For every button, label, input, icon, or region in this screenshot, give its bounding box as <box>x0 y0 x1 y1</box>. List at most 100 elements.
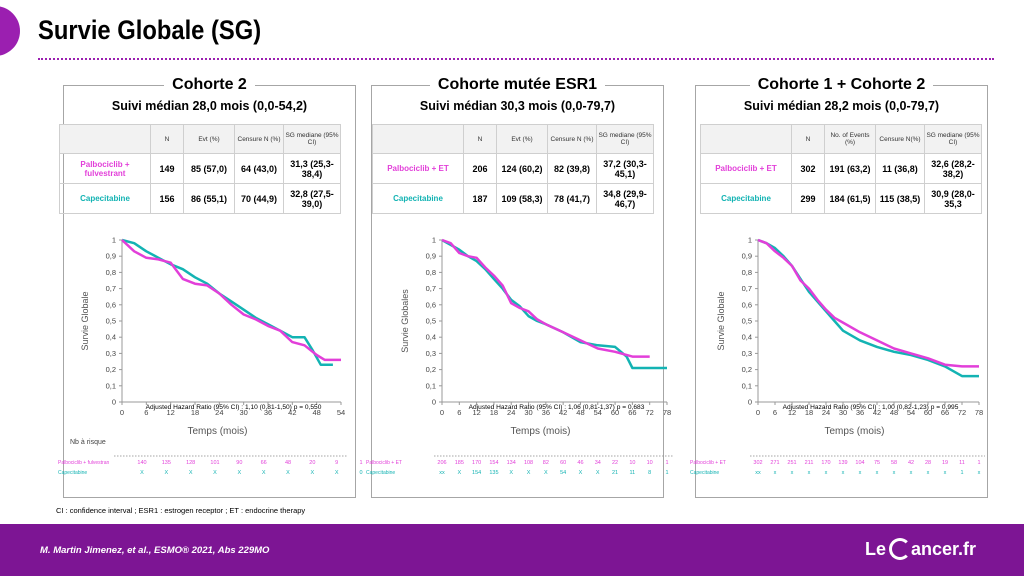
x-tick-label: 60 <box>611 408 619 417</box>
risk-count-capecitabine: 8 <box>648 470 652 476</box>
km-chart: 0 0,1 0,2 0,3 0,4 0,5 0,6 0,7 0,8 0,9 1 0 6 12 18 24 30 3… <box>80 236 347 457</box>
y-tick-label: 0,6 <box>742 300 752 309</box>
risk-count-palbociclib: 9 <box>335 460 339 466</box>
x-axis-label: Temps (mois) <box>824 426 884 437</box>
panel-cohorte-2: Cohorte 2 Suivi médian 28,0 mois (0,0-54,… <box>58 76 363 498</box>
risk-count-capecitabine: x <box>773 470 777 476</box>
risk-count-capecitabine: 0 <box>359 470 363 476</box>
y-tick-label: 0,6 <box>426 300 436 309</box>
y-tick-label: 0,5 <box>106 317 116 326</box>
panel-title: Cohorte 2 <box>164 76 255 93</box>
risk-count-capecitabine: X <box>334 470 339 476</box>
x-tick-label: 54 <box>337 408 345 417</box>
risk-count-capecitabine: X <box>213 470 217 476</box>
y-tick-label: 0 <box>748 398 752 407</box>
km-curve-capecitabine <box>121 238 333 366</box>
x-tick-label: 0 <box>120 408 124 417</box>
x-tick-label: 42 <box>559 408 567 417</box>
y-tick-label: 0,5 <box>742 317 752 326</box>
table-cell-arm: Capecitabine <box>372 183 464 214</box>
risk-count-palbociclib: 271 <box>770 460 780 466</box>
table-row: Capecitabine 187 109 (58,3) 78 (41,7) 34,8 (… <box>372 183 654 214</box>
risk-count-capecitabine: 21 <box>612 470 619 476</box>
x-tick-label: 30 <box>839 408 847 417</box>
table-cell-arm: Palbociclib + fulvestrant <box>59 153 151 184</box>
y-tick-label: 0,4 <box>106 333 116 342</box>
site-logo[interactable]: Le ancer.fr <box>865 538 976 560</box>
table-cell-censure: 78 (41,7) <box>547 183 597 214</box>
risk-count-capecitabine: X <box>140 470 144 476</box>
x-tick-label: 36 <box>542 408 550 417</box>
y-tick-label: 0,9 <box>106 252 116 261</box>
risk-count-palbociclib: 1 <box>359 460 363 466</box>
risk-count-palbociclib: 48 <box>284 460 292 466</box>
table-cell-sg: 32,8 (27,5-39,0) <box>283 183 341 214</box>
risk-label-capecitabine: Capecitabine <box>366 470 396 476</box>
risk-count-capecitabine: x <box>807 470 811 476</box>
risk-count-palbociclib: 206 <box>437 460 447 466</box>
table-cell-sg: 34,8 (29,9-46,7) <box>596 183 654 214</box>
table-cell-censure: 64 (43,0) <box>234 153 284 184</box>
risk-count-palbociclib: 251 <box>787 460 797 466</box>
x-tick-label: 18 <box>191 408 199 417</box>
y-tick-label: 0,5 <box>426 317 436 326</box>
panel-title-wrap: Cohorte 1 + Cohorte 2 <box>696 76 987 94</box>
logo-text-before: Le <box>865 538 887 559</box>
risk-count-capecitabine: X <box>544 470 548 476</box>
y-tick-label: 0,2 <box>426 365 436 374</box>
table-header: SG mediane (95% CI) <box>596 124 654 154</box>
risk-count-capecitabine: X <box>164 470 169 476</box>
x-axis-label: Temps (mois) <box>187 426 247 437</box>
risk-count-capecitabine: 54 <box>560 470 567 476</box>
panel-title-wrap: Cohorte 2 <box>64 76 355 94</box>
stats-table: N No. of Events (%) Censure N(%) SG mediane… <box>700 124 982 214</box>
risk-count-palbociclib: 185 <box>454 460 464 466</box>
risk-count-palbociclib: 22 <box>612 460 619 466</box>
y-tick-label: 0,7 <box>106 284 116 293</box>
risk-count-capecitabine: X <box>188 470 193 476</box>
risk-count-capecitabine: 11 <box>629 470 636 476</box>
risk-count-palbociclib: 135 <box>161 460 171 466</box>
x-tick-label: 48 <box>576 408 584 417</box>
km-curve-palbociclib <box>441 238 650 358</box>
y-axis-label: Survie Globale <box>80 291 90 350</box>
table-header: Evt (%) <box>183 124 235 154</box>
risk-count-capecitabine: X <box>457 470 462 476</box>
risk-count-capecitabine: x <box>824 470 828 476</box>
risk-count-palbociclib: 34 <box>594 460 601 466</box>
risk-count-capecitabine: x <box>909 470 913 476</box>
risk-count-capecitabine: x <box>977 470 981 476</box>
panel-cohorte-1-2: Cohorte 1 + Cohorte 2 Suivi médian 28,2 m… <box>690 76 988 498</box>
risk-count-capecitabine: X <box>595 470 600 476</box>
table-header-empty <box>59 124 151 154</box>
table-header: N <box>463 124 497 154</box>
x-tick-label: 42 <box>873 408 881 417</box>
x-tick-label: 24 <box>822 408 830 417</box>
risk-count-palbociclib: 1 <box>977 460 981 466</box>
km-curve-capecitabine <box>441 238 667 370</box>
risk-count-palbociclib: 58 <box>890 460 898 466</box>
risk-count-palbociclib: 75 <box>873 460 881 466</box>
y-tick-label: 0,7 <box>742 284 752 293</box>
risk-count-capecitabine: x <box>790 470 794 476</box>
table-cell-sg: 30,9 (28,0-35,3 <box>924 183 982 214</box>
x-tick-label: 78 <box>975 408 983 417</box>
citation: M. Martin Jimenez, et al., ESMO® 2021, A… <box>40 545 270 556</box>
risk-count-palbociclib: 60 <box>560 460 567 466</box>
risk-table-title: Nb à risque <box>70 439 106 446</box>
x-tick-label: 60 <box>924 408 932 417</box>
panel-title-wrap: Cohorte mutée ESR1 <box>372 76 663 94</box>
risk-count-palbociclib: 90 <box>236 460 243 466</box>
panel-cohorte-esr1: Cohorte mutée ESR1 Suivi médian 30,3 mois… <box>366 76 673 498</box>
risk-count-palbociclib: 10 <box>629 460 636 466</box>
panel-title: Cohorte mutée ESR1 <box>429 76 606 93</box>
x-tick-label: 6 <box>773 408 777 417</box>
x-tick-label: 30 <box>239 408 247 417</box>
risk-count-palbociclib: 28 <box>924 460 932 466</box>
risk-count-capecitabine: x <box>943 470 947 476</box>
x-tick-label: 6 <box>457 408 461 417</box>
km-curve-capecitabine <box>757 238 979 378</box>
x-tick-label: 0 <box>440 408 444 417</box>
risk-count-capecitabine: 1 <box>665 470 669 476</box>
risk-count-capecitabine: xx <box>439 470 445 476</box>
